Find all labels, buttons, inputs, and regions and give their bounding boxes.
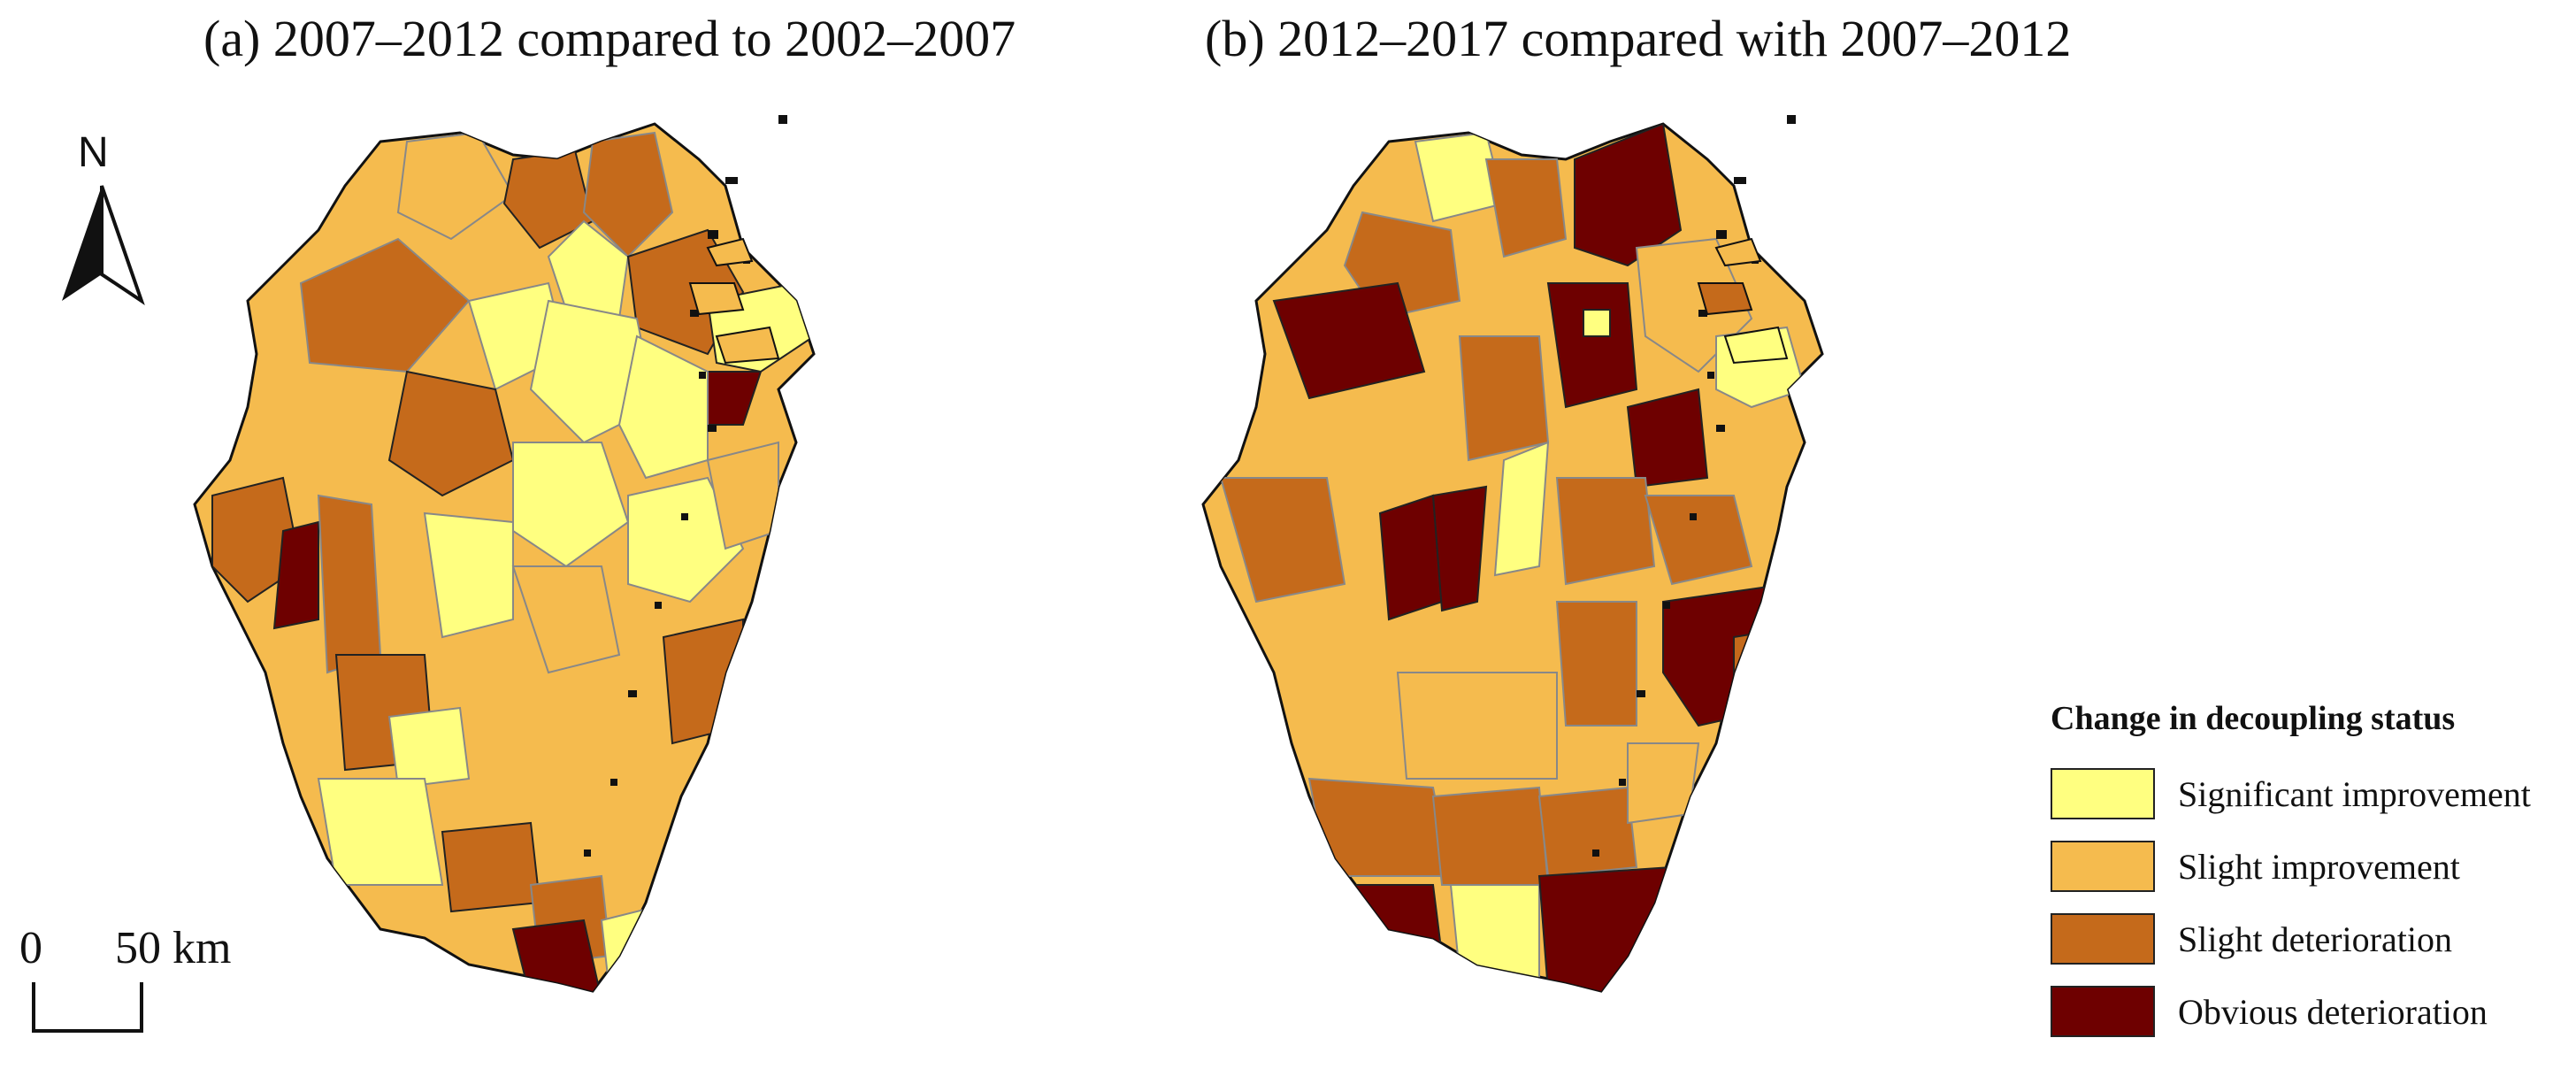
scale-bar [32, 982, 143, 1033]
north-label: N [78, 129, 109, 176]
legend: Change in decoupling status Significant … [2051, 699, 2531, 1048]
panel-a-title: (a) 2007–2012 compared to 2002–2007 [203, 10, 1016, 67]
legend-label: Obvious deterioration [2178, 991, 2488, 1032]
legend-swatch [2051, 841, 2155, 892]
legend-label: Slight improvement [2178, 846, 2460, 887]
legend-item-significant-improvement: Significant improvement [2051, 757, 2531, 830]
legend-item-slight-improvement: Slight improvement [2051, 830, 2531, 903]
legend-swatch [2051, 986, 2155, 1037]
legend-label: Slight deterioration [2178, 919, 2452, 959]
legend-title: Change in decoupling status [2051, 700, 2456, 737]
map-panel-a [193, 115, 816, 993]
scale-distance-label: 50 km [115, 923, 232, 973]
scale-zero-label: 0 [19, 923, 42, 973]
legend-swatch [2051, 913, 2155, 965]
map-panel-b [1201, 115, 1824, 993]
legend-item-obvious-deterioration: Obvious deterioration [2051, 975, 2531, 1048]
legend-label: Significant improvement [2178, 773, 2531, 814]
panel-b-title: (b) 2012–2017 compared with 2007–2012 [1205, 10, 2072, 67]
legend-swatch [2051, 768, 2155, 819]
north-arrow-icon [62, 185, 145, 305]
legend-item-slight-deterioration: Slight deterioration [2051, 903, 2531, 975]
